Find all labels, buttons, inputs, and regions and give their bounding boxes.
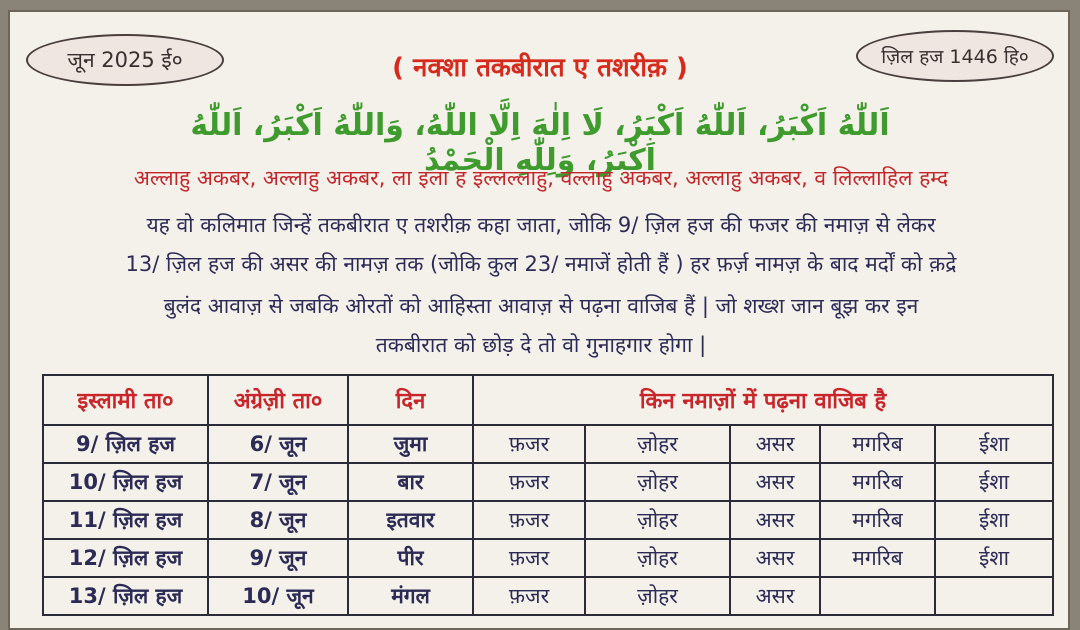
day-cell: बार [347,462,474,502]
islamic-date-cell: 12/ ज़िल हज [42,538,209,578]
header-islamic-date: इस्लामी ता० [42,374,209,426]
prayer-cell: फ़जर [472,538,586,578]
transliteration-line: अल्लाहु अकबर, अल्लाहु अकबर, ला इला ह इल्… [133,166,949,190]
day-cell: मंगल [347,576,474,616]
prayer-cell: ज़ोहर [584,576,731,616]
prayer-cell: ज़ोहर [584,538,731,578]
english-date-cell: 7/ जून [207,462,349,502]
prayer-cell: फ़जर [472,424,586,464]
hijri-date-badge: ज़िल हज 1446 हि० [856,30,1054,82]
islamic-date-cell: 13/ ज़िल हज [42,576,209,616]
notice-sheet: जून 2025 ई० ( नक्शा तकबीरात ए तशरीक़ ) ज… [8,10,1070,630]
prayer-cell: मगरिब [819,462,936,502]
table-row: 11/ ज़िल हज 8/ जून इतवार फ़जर ज़ोहर असर … [42,500,1055,540]
english-date-cell: 10/ जून [207,576,349,616]
prayer-cell: असर [729,462,821,502]
prayer-cell: मगरिब [819,424,936,464]
table-row: 12/ ज़िल हज 9/ जून पीर फ़जर ज़ोहर असर मग… [42,538,1055,578]
day-cell: पीर [347,538,474,578]
description-line-1: यह वो कलिमात जिन्हें तकबीरात ए तशरीक़ कह… [146,213,936,237]
table-row: 10/ ज़िल हज 7/ जून बार फ़जर ज़ोहर असर मग… [42,462,1055,502]
gregorian-date-badge: जून 2025 ई० [26,34,224,86]
arabic-takbir-text: اَللّٰهُ اَكْبَرُ، اَللّٰهُ اَكْبَرُ، لَ… [190,108,890,178]
prayer-cell: असर [729,500,821,540]
english-date-cell: 6/ जून [207,424,349,464]
table-row: 13/ ज़िल हज 10/ जून मंगल फ़जर ज़ोहर असर [42,576,1055,616]
page-title: ( नक्शा तकबीरात ए तशरीक़ ) [392,53,688,83]
prayer-cell [819,576,936,616]
description-line-3: बुलंद आवाज़ से जबकि ओरतों को आहिस्ता आवा… [163,294,919,318]
prayer-cell: मगरिब [819,538,936,578]
prayer-cell: ज़ोहर [584,424,731,464]
prayer-cell: असर [729,538,821,578]
islamic-date-cell: 10/ ज़िल हज [42,462,209,502]
prayer-cell: ज़ोहर [584,500,731,540]
prayer-cell: फ़जर [472,500,586,540]
description-line-4: तकबीरात को छोड़ दे तो वो गुनाहगार होगा | [375,333,707,357]
english-date-cell: 9/ जून [207,538,349,578]
islamic-date-cell: 9/ ज़िल हज [42,424,209,464]
prayer-cell: ईशा [933,424,1055,464]
prayer-cell: असर [729,576,821,616]
prayer-cell [933,576,1055,616]
prayer-cell: ज़ोहर [584,462,731,502]
takbir-schedule-table: इस्लामी ता० अंग्रेज़ी ता० दिन किन नमाज़ो… [42,374,1055,616]
header-english-date: अंग्रेज़ी ता० [207,374,349,426]
islamic-date-cell: 11/ ज़िल हज [42,500,209,540]
prayer-cell: फ़जर [472,576,586,616]
prayer-cell: मगरिब [819,500,936,540]
day-cell: जुमा [347,424,474,464]
prayer-cell: ईशा [933,500,1055,540]
header-day: दिन [347,374,474,426]
table-row: 9/ ज़िल हज 6/ जून जुमा फ़जर ज़ोहर असर मग… [42,424,1055,464]
english-date-cell: 8/ जून [207,500,349,540]
header-prayers: किन नमाज़ों में पढ़ना वाजिब है [471,374,1055,426]
prayer-cell: असर [729,424,821,464]
description-line-2: 13/ ज़िल हज की असर की नामज़ तक (जोकि कुल… [125,252,957,276]
table-header-row: इस्लामी ता० अंग्रेज़ी ता० दिन किन नमाज़ो… [42,374,1055,426]
prayer-cell: फ़जर [472,462,586,502]
prayer-cell: ईशा [933,462,1055,502]
day-cell: इतवार [347,500,474,540]
prayer-cell: ईशा [933,538,1055,578]
